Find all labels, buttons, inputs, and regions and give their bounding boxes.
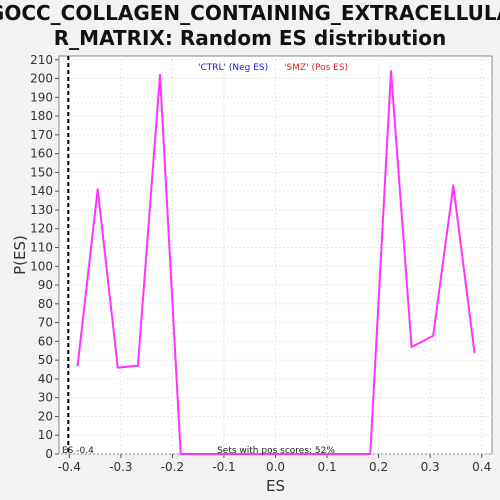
x-tick-label: 0.3 [421, 460, 440, 474]
legend-entry-smz: 'SMZ' (Pos ES) [284, 63, 348, 73]
y-tick-label: 10 [38, 428, 53, 442]
y-tick-label: 130 [30, 203, 53, 217]
grid [59, 56, 492, 455]
y-tick-label: 160 [30, 147, 53, 161]
y-tick-label: 0 [45, 447, 53, 461]
y-tick-label: 80 [38, 297, 53, 311]
data-point [221, 453, 223, 455]
data-point [96, 188, 99, 191]
y-tick-label: 120 [30, 222, 53, 236]
chart-title-line-1: GOCC_COLLAGEN_CONTAINING_EXTRACELLULA [0, 1, 500, 25]
data-point [76, 364, 79, 367]
x-tick-label: 0.0 [266, 460, 285, 474]
data-point [473, 351, 476, 354]
y-tick-label: 40 [38, 372, 53, 386]
data-point [410, 346, 413, 348]
x-tick-label: -0.4 [58, 460, 81, 474]
y-tick-label: 60 [38, 334, 53, 348]
data-point [390, 70, 392, 72]
x-tick-label: 0.1 [318, 460, 337, 474]
pos-scores-annotation: Sets with pos scores: 52% [217, 446, 335, 456]
data-point [344, 453, 347, 455]
data-point [432, 334, 435, 337]
data-point [116, 366, 119, 369]
y-tick-label: 90 [38, 278, 53, 292]
x-tick-label: 0.4 [472, 460, 491, 474]
y-tick-label: 150 [30, 165, 53, 179]
y-tick-label: 110 [30, 240, 53, 254]
series-line [76, 70, 476, 455]
x-tick-label: -0.1 [212, 460, 235, 474]
y-tick-label: 210 [30, 53, 53, 67]
y-tick-label: 200 [30, 72, 53, 86]
y-tick-label: 20 [38, 409, 53, 423]
plot-area [58, 55, 493, 455]
x-tick-label: 0.2 [369, 460, 388, 474]
legend-entry-ctrl: 'CTRL' (Neg ES) [198, 63, 268, 73]
y-tick-label: 140 [30, 184, 53, 198]
x-tick-label: -0.3 [109, 460, 132, 474]
y-tick-label: 70 [38, 316, 53, 330]
y-tick-label: 30 [38, 391, 53, 405]
data-point [282, 453, 285, 455]
series-layer [76, 70, 476, 455]
actual-es-label: ES -0.4 [62, 446, 94, 456]
data-point [241, 453, 244, 455]
data-point [303, 453, 306, 455]
data-point [179, 453, 182, 455]
x-tick-label: -0.2 [161, 460, 184, 474]
y-tick-label: 100 [30, 259, 53, 273]
data-point [200, 453, 203, 455]
y-tick-label: 190 [30, 90, 53, 104]
x-axis-label: ES [266, 477, 285, 495]
y-axis-label: P(ES) [11, 235, 29, 275]
data-point [369, 453, 372, 455]
chart-title-line-2: R_MATRIX: Random ES distribution [54, 26, 446, 50]
axes: 0 10 20 30 40 50 60 70 80 90 100 110 120 130 140 150 160… [30, 53, 491, 474]
data-point [262, 453, 264, 455]
y-tick-label: 180 [30, 109, 53, 123]
y-tick-label: 170 [30, 128, 53, 142]
data-point [137, 364, 139, 367]
data-point [452, 184, 455, 187]
y-tick-label: 50 [38, 353, 53, 367]
data-point [159, 73, 161, 76]
data-point [324, 453, 326, 455]
